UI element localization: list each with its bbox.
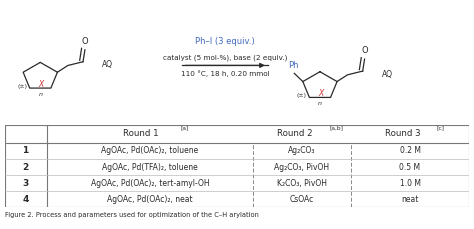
Text: Round 2: Round 2	[277, 129, 313, 138]
Text: K₂CO₃, PivOH: K₂CO₃, PivOH	[277, 179, 327, 188]
Text: neat: neat	[401, 195, 419, 204]
Text: Round 3: Round 3	[385, 129, 421, 138]
Text: O: O	[82, 37, 88, 46]
Text: Ph–I (3 equiv.): Ph–I (3 equiv.)	[195, 37, 255, 46]
Text: 1.0 M: 1.0 M	[400, 179, 420, 188]
Text: 1: 1	[23, 147, 29, 155]
Text: Ag₂CO₃, PivOH: Ag₂CO₃, PivOH	[274, 163, 329, 172]
Text: (±): (±)	[297, 93, 307, 98]
Text: AgOAc, Pd(OAc)₂, tert-amyl-OH: AgOAc, Pd(OAc)₂, tert-amyl-OH	[91, 179, 209, 188]
Text: catalyst (5 mol-%), base (2 equiv.): catalyst (5 mol-%), base (2 equiv.)	[163, 55, 287, 61]
Text: AgOAc, Pd(OAc)₂, neat: AgOAc, Pd(OAc)₂, neat	[107, 195, 193, 204]
Text: X: X	[318, 89, 324, 98]
Text: AQ: AQ	[382, 70, 392, 79]
Text: CsOAc: CsOAc	[290, 195, 314, 204]
Text: n: n	[318, 101, 322, 106]
Text: n: n	[38, 92, 42, 97]
Text: Ph: Ph	[288, 61, 299, 70]
Text: 3: 3	[23, 179, 29, 188]
Text: [a]: [a]	[180, 125, 189, 131]
Text: 0.5 M: 0.5 M	[400, 163, 420, 172]
Text: 110 °C, 18 h, 0.20 mmol: 110 °C, 18 h, 0.20 mmol	[181, 71, 269, 77]
Text: Round 1: Round 1	[123, 129, 158, 138]
Text: AgOAc, Pd(OAc)₂, toluene: AgOAc, Pd(OAc)₂, toluene	[101, 147, 199, 155]
Text: [a,b]: [a,b]	[330, 125, 344, 131]
Text: AgOAc, Pd(TFA)₂, toluene: AgOAc, Pd(TFA)₂, toluene	[102, 163, 198, 172]
Text: Ag₂CO₃: Ag₂CO₃	[288, 147, 316, 155]
Text: 4: 4	[22, 195, 29, 204]
Text: O: O	[361, 46, 368, 55]
Text: 0.2 M: 0.2 M	[400, 147, 420, 155]
Text: 2: 2	[23, 163, 29, 172]
Text: [c]: [c]	[437, 125, 445, 131]
Text: AQ: AQ	[102, 60, 113, 69]
Text: Figure 2. Process and parameters used for optimization of the C–H arylation: Figure 2. Process and parameters used fo…	[5, 212, 259, 218]
Text: (±): (±)	[17, 84, 27, 89]
Text: X: X	[38, 80, 44, 89]
